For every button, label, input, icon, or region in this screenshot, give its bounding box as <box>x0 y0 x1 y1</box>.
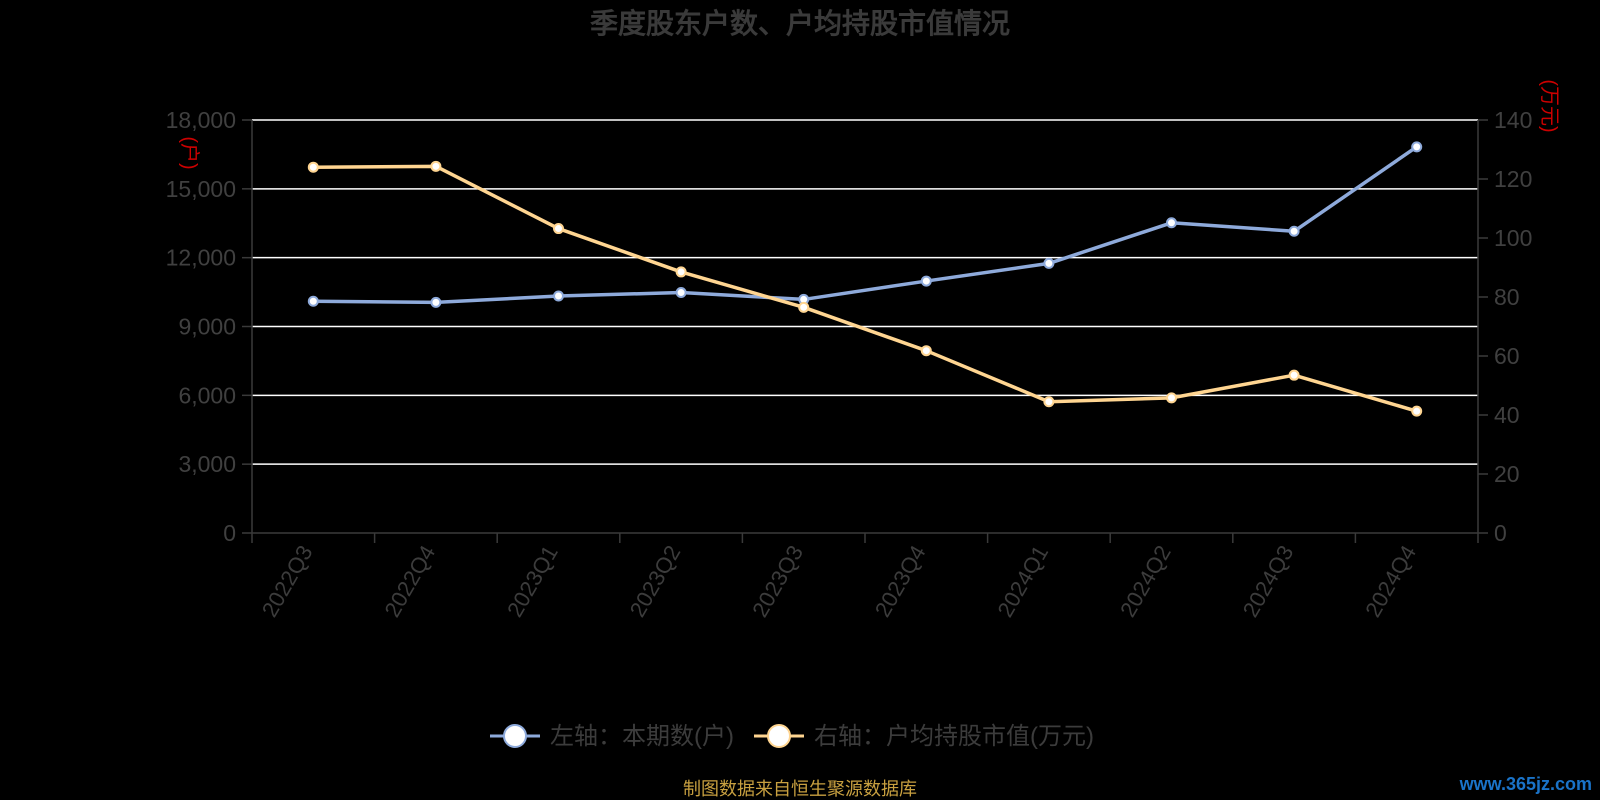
x-tick-label: 2023Q1 <box>502 541 563 621</box>
right-tick-label: 20 <box>1494 461 1520 487</box>
legend-marker-left <box>503 724 527 748</box>
data-point-left[interactable] <box>553 290 564 302</box>
x-tick-label: 2023Q3 <box>747 541 808 621</box>
legend-label-right: 右轴：户均持股市值(万元) <box>814 723 1094 750</box>
left-axis-ticks: 0 3,000 6,000 9,000 12,000 15,000 18,000 <box>166 107 252 546</box>
series-line-left <box>313 145 1418 305</box>
x-tick-label: 2024Q1 <box>992 541 1053 621</box>
left-tick-label: 6,000 <box>178 382 236 408</box>
data-point-right[interactable] <box>430 160 442 172</box>
legend-item-left[interactable]: 左轴：本期数(户) <box>490 723 734 750</box>
data-point-right[interactable] <box>1043 396 1055 408</box>
right-tick-label: 80 <box>1494 284 1520 310</box>
x-tick-label: 2022Q3 <box>257 541 318 621</box>
data-point-right[interactable] <box>1166 392 1177 404</box>
legend-label-left: 左轴：本期数(户) <box>550 723 734 750</box>
data-point-left[interactable] <box>1288 225 1300 237</box>
data-point-right[interactable] <box>798 301 810 313</box>
legend[interactable]: 左轴：本期数(户) 右轴：户均持股市值(万元) <box>490 723 1094 750</box>
data-point-right[interactable] <box>553 223 564 235</box>
data-point-left[interactable] <box>1411 141 1423 153</box>
left-tick-label: 15,000 <box>166 176 236 202</box>
right-tick-label: 40 <box>1494 402 1520 428</box>
source-note: 制图数据来自恒生聚源数据库 <box>683 779 917 799</box>
legend-item-right[interactable]: 右轴：户均持股市值(万元) <box>754 723 1094 750</box>
right-tick-label: 0 <box>1494 520 1507 546</box>
legend-marker-right <box>767 724 791 748</box>
right-axis-unit: (万元) <box>1538 79 1560 132</box>
x-tick-label: 2024Q4 <box>1360 541 1421 621</box>
data-point-left[interactable] <box>1166 217 1177 229</box>
x-axis-ticks: 2022Q3 2022Q4 2023Q1 2023Q2 2023Q3 2023Q4 2024… <box>251 533 1479 621</box>
right-tick-label: 120 <box>1494 166 1532 192</box>
left-axis-unit: (户) <box>178 136 201 169</box>
series-lines <box>307 141 1423 417</box>
left-tick-label: 3,000 <box>178 451 236 477</box>
right-axis-ticks: 0 20 40 60 80 100 120 140 <box>1478 107 1532 546</box>
chart-title: 季度股东户数、户均持股市值情况 <box>590 7 1010 39</box>
watermark: www.365jz.com <box>1459 774 1592 794</box>
right-tick-label: 60 <box>1494 343 1520 369</box>
left-tick-label: 12,000 <box>166 245 236 271</box>
data-point-right[interactable] <box>1411 405 1423 417</box>
left-tick-label: 0 <box>223 520 236 546</box>
x-tick-label: 2023Q4 <box>870 541 931 621</box>
x-tick-label: 2022Q4 <box>379 541 440 621</box>
x-tick-label: 2023Q2 <box>625 541 686 621</box>
data-point-left[interactable] <box>1043 257 1055 269</box>
data-point-left[interactable] <box>307 295 319 307</box>
data-point-right[interactable] <box>1288 369 1300 381</box>
left-tick-label: 9,000 <box>178 314 236 340</box>
data-point-left[interactable] <box>430 296 442 308</box>
left-tick-label: 18,000 <box>166 107 236 133</box>
data-point-left[interactable] <box>920 275 932 287</box>
gridlines <box>252 119 1478 465</box>
data-point-left[interactable] <box>675 287 687 299</box>
series-line-right <box>313 164 1418 413</box>
right-tick-label: 140 <box>1494 107 1532 133</box>
x-tick-label: 2024Q2 <box>1115 541 1176 621</box>
data-point-right[interactable] <box>307 161 319 173</box>
data-point-right[interactable] <box>675 266 687 278</box>
x-tick-label: 2024Q3 <box>1238 541 1299 621</box>
right-tick-label: 100 <box>1494 225 1532 251</box>
data-point-right[interactable] <box>920 345 932 357</box>
